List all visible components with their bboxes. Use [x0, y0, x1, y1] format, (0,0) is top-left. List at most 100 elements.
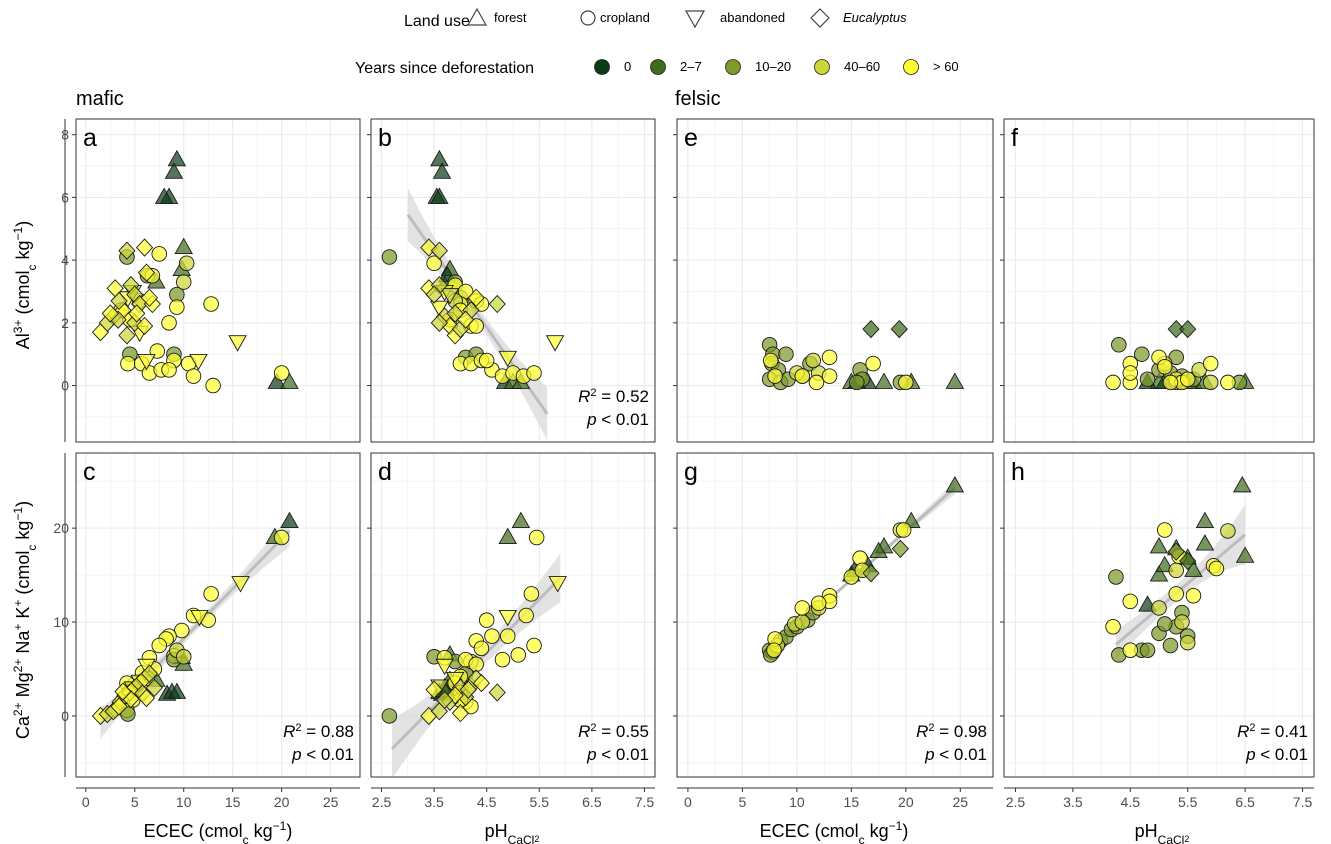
y-tick-label: 10 [53, 614, 69, 630]
shape-legend-cropland: cropland [580, 10, 650, 26]
point-cropland [381, 249, 398, 265]
x-tick-label: 15 [225, 794, 241, 810]
p-value-label: p < 0.01 [924, 745, 987, 764]
panel-background [677, 119, 993, 442]
panel-border [1003, 452, 1315, 778]
point-eucalyptus [436, 690, 454, 710]
color-legend-label: 2–7 [680, 59, 702, 74]
x-tick-label: 5 [131, 794, 139, 810]
x-axis-title-ecec-felsic: ECEC (cmolc kg−1) [760, 819, 909, 844]
point-cropland [1122, 365, 1139, 381]
point-cropland [1151, 600, 1167, 616]
point-eucalyptus [140, 288, 159, 307]
section-label-felsic: felsic [675, 88, 721, 110]
point-eucalyptus [488, 294, 506, 314]
point-cropland [1134, 346, 1150, 362]
point-eucalyptus [1179, 551, 1197, 571]
x-tick-label: 7.5 [1293, 794, 1313, 810]
point-abandoned [545, 335, 565, 352]
point-cropland [175, 274, 192, 290]
point-eucalyptus [862, 319, 880, 339]
r-squared-label: R2 = 0.98 [916, 722, 987, 741]
shape-legend: Land use forest cropland abandoned Eucal… [404, 7, 907, 30]
triangle-down-icon [684, 10, 706, 29]
point-forest [174, 237, 193, 255]
point-cropland [895, 522, 912, 538]
point-eucalyptus [467, 288, 485, 307]
point-eucalyptus [451, 703, 470, 723]
point-forest [1195, 511, 1215, 529]
x-tick-label: 20 [274, 794, 290, 810]
point-cropland [518, 607, 534, 624]
point-forest [164, 162, 184, 179]
points [761, 319, 965, 391]
point-cropland [1156, 616, 1173, 632]
panel-letter: f [1011, 124, 1018, 152]
point-cropland [526, 365, 542, 381]
point-abandoned [137, 354, 156, 371]
point-cropland [468, 318, 484, 334]
points [1105, 475, 1255, 663]
color-legend-label: > 60 [933, 59, 959, 74]
point-cropland [1111, 337, 1127, 353]
panel-background [76, 119, 360, 442]
point-cropland [151, 637, 167, 654]
point-cropland [478, 352, 495, 369]
point-eucalyptus [145, 678, 163, 697]
x-tick-label: 0 [82, 794, 90, 810]
point-cropland [1122, 593, 1139, 610]
x-tick-label: 10 [789, 794, 805, 810]
section-label-mafic: mafic [76, 88, 124, 110]
x-tick-label: 3.5 [1063, 794, 1083, 810]
points [761, 475, 965, 663]
color-legend-label: 40–60 [844, 59, 880, 74]
p-value-label: p < 0.01 [586, 410, 649, 429]
point-cropland [510, 647, 527, 663]
panel-b: b R2 = 0.52 p < 0.01 [367, 118, 656, 443]
p-value-label: p < 0.01 [291, 745, 354, 764]
point-cropland [808, 374, 825, 391]
confidence-band [1115, 504, 1246, 659]
points [91, 511, 299, 726]
color-legend-label: 0 [624, 59, 631, 74]
point-abandoned [189, 354, 208, 371]
point-eucalyptus [1167, 319, 1185, 339]
point-cropland [499, 628, 516, 644]
panel-border [370, 452, 656, 778]
point-eucalyptus [459, 680, 477, 699]
point-forest [498, 527, 518, 544]
point-abandoned [190, 609, 209, 627]
x-tick-label: 25 [323, 794, 339, 810]
point-eucalyptus [140, 664, 159, 683]
point-cropland [1139, 642, 1156, 658]
x-tick-label: 2.5 [1006, 794, 1026, 810]
point-eucalyptus [430, 241, 448, 260]
point-cropland [381, 708, 398, 724]
point-cropland [1185, 587, 1202, 604]
point-forest [430, 187, 449, 204]
panels: a02468 b R2 = 0.52 p < 0.01 e f c R2 = 0.88 p < … [53, 118, 1315, 810]
panel-g: g R2 = 0.98 p < 0.01 0 5 10 15 20 25 [673, 452, 994, 810]
point-abandoned [228, 335, 247, 352]
x-tick-label: 7.5 [635, 794, 655, 810]
point-forest [280, 511, 299, 529]
point-forest [430, 149, 449, 167]
point-cropland [1202, 374, 1219, 391]
color-swatch-1 [650, 59, 666, 75]
point-cropland [794, 600, 811, 616]
point-cropland [767, 368, 783, 384]
point-cropland [161, 362, 177, 378]
point-cropland [1208, 560, 1225, 577]
point-cropland [484, 628, 500, 644]
point-forest [267, 372, 287, 389]
point-cropland [1156, 358, 1173, 375]
point-eucalyptus [137, 263, 156, 282]
point-cropland [161, 315, 177, 331]
panel-border [75, 118, 361, 443]
point-forest [432, 162, 452, 179]
point-cropland [175, 649, 192, 665]
point-cropland [473, 640, 490, 657]
points [381, 511, 567, 726]
points [381, 149, 565, 389]
point-cropland [174, 622, 190, 639]
